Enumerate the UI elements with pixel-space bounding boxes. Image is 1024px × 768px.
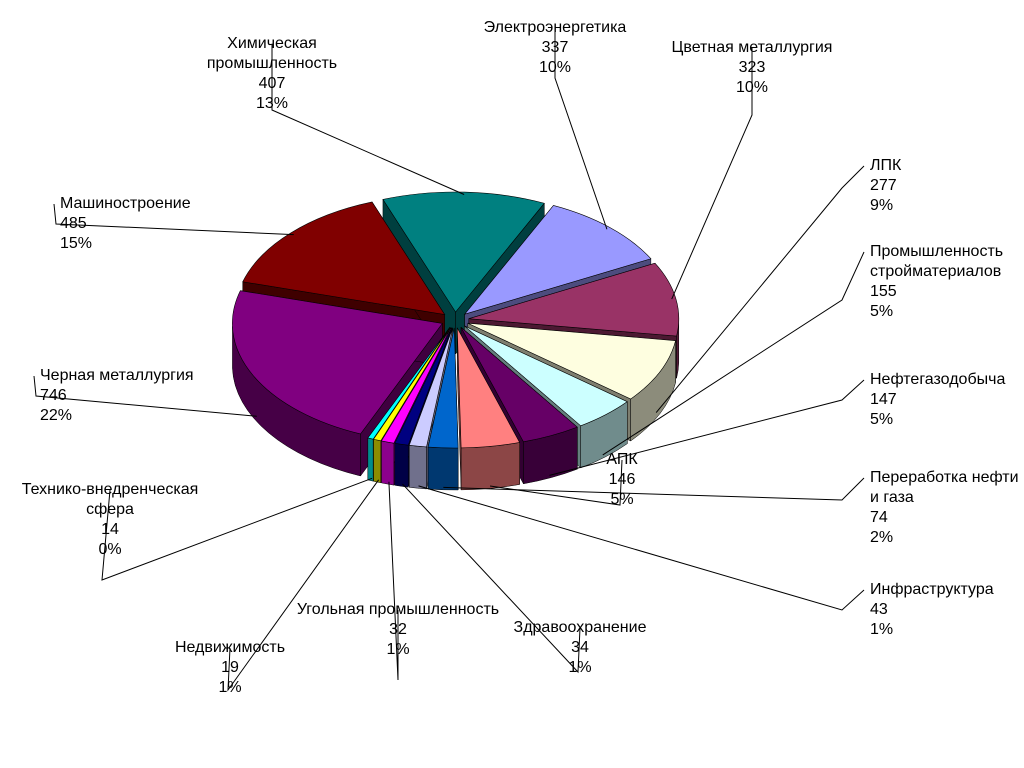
- pie-svg: [0, 0, 1024, 768]
- pie-chart-3d: Электроэнергетика 337 10%Цветная металлу…: [0, 0, 1024, 768]
